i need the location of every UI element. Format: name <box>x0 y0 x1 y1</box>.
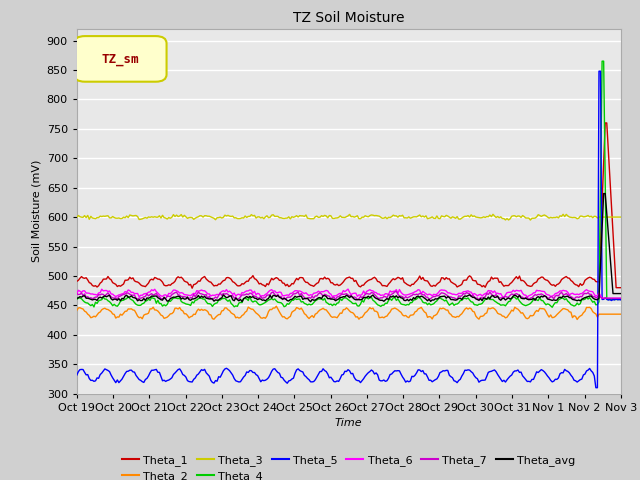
Y-axis label: Soil Moisture (mV): Soil Moisture (mV) <box>31 160 41 263</box>
Text: TZ_sm: TZ_sm <box>102 53 139 66</box>
X-axis label: Time: Time <box>335 418 363 428</box>
Title: TZ Soil Moisture: TZ Soil Moisture <box>293 11 404 25</box>
FancyBboxPatch shape <box>74 36 166 82</box>
Legend: Theta_1, Theta_2, Theta_3, Theta_4, Theta_5, Theta_6, Theta_7, Theta_avg: Theta_1, Theta_2, Theta_3, Theta_4, Thet… <box>118 450 580 480</box>
